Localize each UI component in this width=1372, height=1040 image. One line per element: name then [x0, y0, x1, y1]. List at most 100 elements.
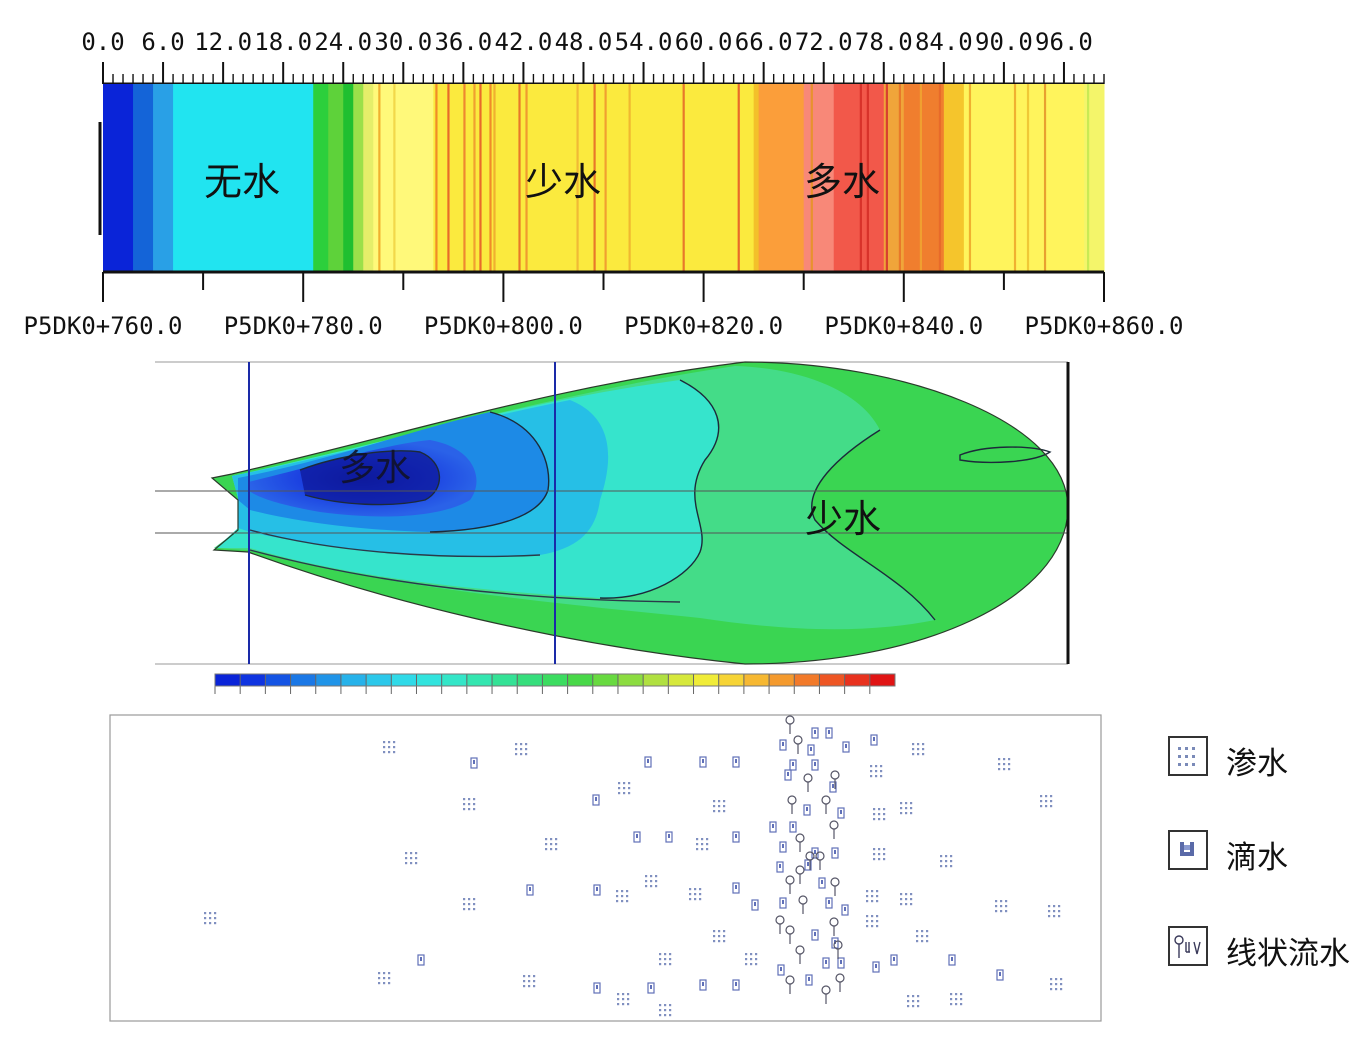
seepage-dot: [468, 908, 471, 911]
seepage-marker: [545, 838, 558, 851]
drip-shape: [779, 897, 787, 909]
seepage-dot: [664, 958, 667, 961]
drip-shape: [996, 969, 1004, 981]
seepage-dot: [699, 898, 702, 901]
zone-label-little-water: 少水: [805, 497, 881, 541]
seepage-dot: [669, 1009, 672, 1012]
seepage-dot: [696, 848, 699, 851]
observation-frame: [109, 714, 1102, 1022]
seepage-marker: [713, 930, 726, 943]
seepage-dot: [468, 903, 471, 906]
seepage-dot: [945, 865, 948, 868]
colorbar-swatch: [265, 674, 291, 686]
seepage-dot: [627, 993, 630, 996]
drip-shape: [592, 794, 600, 806]
seepage-dot: [755, 963, 758, 966]
seepage-marker: [617, 993, 630, 1006]
seepage-dot: [1008, 768, 1011, 771]
scale-label: 78.0: [855, 28, 913, 56]
drip-marker: [777, 964, 785, 976]
drip-marker: [837, 807, 845, 819]
colorbar-swatch: [869, 674, 896, 686]
seepage-dot: [871, 895, 874, 898]
seepage-dot: [388, 751, 391, 754]
colorbar-swatch: [693, 674, 720, 686]
color-band: [903, 84, 945, 272]
chainage-label: P5DK0+780.0: [224, 312, 383, 340]
drip-marker: [699, 756, 707, 768]
seepage-dot: [473, 808, 476, 811]
seepage-dot: [664, 963, 667, 966]
seepage-dot: [659, 953, 662, 956]
seepage-dot: [669, 963, 672, 966]
seepage-dot: [921, 940, 924, 943]
seepage-dot: [1003, 768, 1006, 771]
seepage-dot: [878, 858, 881, 861]
seepage-dot: [912, 753, 915, 756]
linear-flow-marker: [793, 735, 803, 754]
seepage-dot: [713, 930, 716, 933]
seepage-dot: [1005, 905, 1008, 908]
seepage-dot: [627, 1003, 630, 1006]
colorbar-swatch: [441, 674, 468, 686]
colorbar-swatch: [240, 674, 266, 686]
drip-shape: [789, 821, 797, 833]
seepage-dot: [525, 743, 528, 746]
seepage-dot: [905, 812, 908, 815]
color-stripe: [576, 84, 579, 272]
color-stripe: [682, 84, 685, 272]
colorbar-swatch: [844, 674, 871, 686]
seepage-dot: [618, 792, 621, 795]
seepage-dot: [916, 940, 919, 943]
seepage-dot: [550, 838, 553, 841]
drip-core: [873, 737, 875, 741]
seepage-dot: [383, 746, 386, 749]
seepage-dot: [383, 977, 386, 980]
drip-marker: [732, 979, 740, 991]
seepage-dot: [926, 940, 929, 943]
seepage-dot: [950, 865, 953, 868]
seepage-dot: [875, 775, 878, 778]
seepage-dot: [1048, 905, 1051, 908]
drip-core: [792, 824, 794, 828]
colorbar-swatch: [592, 674, 619, 686]
legend-item-dripping: 滴水: [1168, 826, 1368, 876]
seepage-dot: [209, 917, 212, 920]
color-band: [758, 84, 805, 272]
seepage-dot: [528, 975, 531, 978]
seepage-dot: [1040, 805, 1043, 808]
drip-core: [806, 807, 808, 811]
seepage-dot: [900, 802, 903, 805]
seepage-dot: [655, 875, 658, 878]
seepage-dot: [940, 865, 943, 868]
seepage-dot: [555, 843, 558, 846]
seepage-dot: [876, 895, 879, 898]
color-stripe: [866, 84, 869, 272]
seepage-dot: [950, 1003, 953, 1006]
seepage-dot: [870, 775, 873, 778]
seepage-dot: [713, 940, 716, 943]
seepage-dot: [873, 813, 876, 816]
seepage-dot: [723, 810, 726, 813]
colorbar-swatch: [416, 674, 443, 686]
seepage-dot: [1003, 763, 1006, 766]
drip-core: [808, 977, 810, 981]
seepage-dot: [555, 838, 558, 841]
seepage-marker: [645, 875, 658, 888]
seepage-dot: [628, 782, 631, 785]
seepage-marker: [900, 802, 913, 815]
drip-core: [832, 784, 834, 788]
seepage-marker: [713, 800, 726, 813]
seepage-dot: [664, 1014, 667, 1017]
seepage-marker: [515, 743, 528, 756]
seepage-dot: [1050, 988, 1053, 991]
seepage-dot: [699, 893, 702, 896]
seepage-dot: [616, 895, 619, 898]
seepage-dot: [545, 848, 548, 851]
seepage-marker: [998, 758, 1011, 771]
seepage-dot: [940, 855, 943, 858]
color-stripe: [628, 84, 631, 272]
drip-marker: [751, 899, 759, 911]
drip-shape: [837, 807, 845, 819]
seepage-dot: [617, 993, 620, 996]
